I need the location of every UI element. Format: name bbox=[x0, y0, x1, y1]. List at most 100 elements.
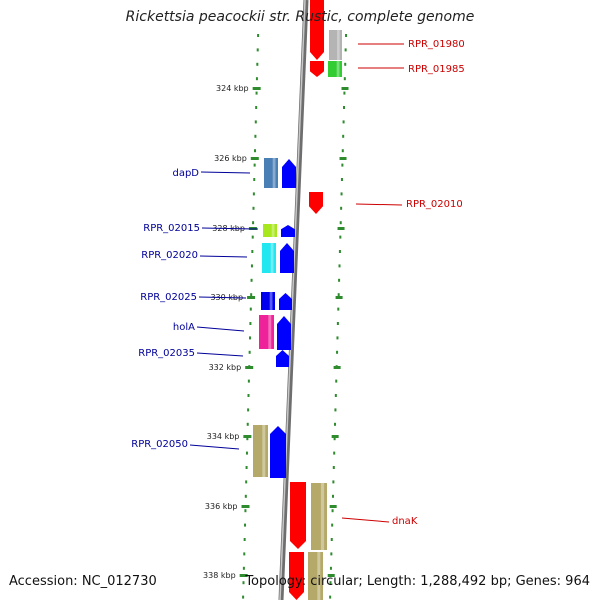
ruler-dot bbox=[341, 163, 344, 167]
cds-arrow bbox=[270, 426, 286, 478]
feature-leader-line bbox=[199, 255, 248, 258]
cds-arrow bbox=[279, 293, 292, 310]
ruler-major-tick bbox=[341, 87, 349, 90]
gene-block-shine bbox=[268, 315, 272, 349]
ruler-major-tick bbox=[243, 435, 252, 438]
ruler-dot bbox=[338, 278, 341, 282]
ruler-dot bbox=[338, 250, 341, 253]
ruler-dot bbox=[251, 250, 254, 253]
ruler-dot bbox=[244, 494, 247, 498]
ruler-dot bbox=[330, 538, 333, 541]
cds-arrow bbox=[310, 61, 324, 77]
ruler-dot bbox=[336, 336, 339, 340]
gene-block-shine bbox=[262, 425, 266, 477]
gene-block bbox=[253, 425, 268, 477]
ruler-label: 334 kbp bbox=[207, 432, 240, 441]
ruler-dot bbox=[332, 466, 335, 469]
ruler-dot bbox=[337, 307, 340, 311]
ruler-dot bbox=[255, 91, 258, 95]
ruler-dot bbox=[345, 34, 348, 37]
feature-leader-line bbox=[200, 171, 251, 174]
feature-label: RPR_01985 bbox=[408, 64, 465, 75]
ruler-dot bbox=[244, 523, 247, 527]
ruler-dot bbox=[253, 178, 256, 181]
ruler-dot bbox=[249, 307, 252, 311]
feature-label: RPR_01980 bbox=[408, 39, 465, 50]
ruler-dot bbox=[247, 379, 250, 383]
gene-block bbox=[263, 224, 277, 237]
ruler-major-tick bbox=[329, 505, 337, 508]
ruler-dot bbox=[342, 134, 345, 138]
ruler-dot bbox=[245, 480, 248, 484]
ruler-dot bbox=[339, 235, 342, 239]
ruler-dot bbox=[335, 379, 338, 383]
ruler-dot bbox=[336, 322, 339, 325]
ruler-dot bbox=[246, 437, 249, 441]
ruler-dot bbox=[256, 62, 259, 66]
ruler-label: 332 kbp bbox=[209, 363, 242, 372]
ruler-dot bbox=[334, 394, 337, 397]
feature-label: dnaK bbox=[392, 516, 418, 527]
ruler-major-tick bbox=[327, 574, 335, 577]
ruler-dot bbox=[340, 192, 343, 196]
gene-block-shine bbox=[269, 292, 273, 310]
ruler-dot bbox=[243, 552, 246, 556]
ruler-major-tick bbox=[331, 435, 339, 438]
feature-leader-line bbox=[198, 296, 247, 299]
ruler-dot bbox=[339, 221, 342, 225]
gene-block bbox=[264, 158, 278, 188]
cds-arrow bbox=[276, 350, 289, 367]
ruler-major-tick bbox=[250, 157, 259, 160]
ruler-dot bbox=[242, 595, 245, 599]
ruler-dot bbox=[247, 408, 250, 412]
feature-label: RPR_02035 bbox=[138, 348, 195, 359]
ruler-dot bbox=[243, 538, 246, 541]
ruler-dot bbox=[246, 422, 249, 426]
feature-label: RPR_02015 bbox=[143, 223, 200, 234]
ruler-dot bbox=[257, 34, 260, 37]
backbone-highlight bbox=[279, 0, 306, 600]
ruler-dot bbox=[334, 408, 337, 412]
ruler-dot bbox=[252, 192, 255, 196]
ruler-dot bbox=[330, 552, 333, 556]
ruler-dot bbox=[332, 480, 335, 484]
ruler-major-tick bbox=[337, 227, 345, 230]
ruler-dot bbox=[336, 350, 339, 354]
ruler-dot bbox=[253, 163, 256, 167]
ruler-dot bbox=[245, 451, 248, 455]
ruler-dot bbox=[249, 336, 252, 340]
ruler-dot bbox=[340, 178, 343, 181]
cds-arrow bbox=[310, 0, 324, 60]
feature-leader-line bbox=[196, 326, 245, 332]
ruler-dot bbox=[244, 509, 247, 513]
ruler-dot bbox=[255, 77, 258, 81]
ruler-dot bbox=[252, 206, 255, 210]
backbone-line bbox=[278, 0, 309, 600]
ruler-label: 326 kbp bbox=[214, 154, 247, 163]
ruler-major-tick bbox=[239, 574, 248, 577]
gene-block-shine bbox=[270, 243, 274, 273]
ruler-dot bbox=[343, 77, 346, 81]
cds-arrow bbox=[280, 243, 294, 273]
ruler-dot bbox=[342, 106, 345, 109]
feature-leader-line bbox=[196, 352, 244, 357]
ruler-dot bbox=[329, 566, 332, 570]
ruler-dot bbox=[341, 149, 344, 153]
ruler-label: 336 kbp bbox=[205, 502, 238, 511]
ruler-dot bbox=[329, 581, 332, 585]
ruler-dot bbox=[250, 293, 253, 297]
gene-block bbox=[328, 61, 342, 77]
ruler-label: 338 kbp bbox=[203, 571, 236, 580]
feature-label: dapD bbox=[172, 168, 199, 179]
cds-arrow bbox=[277, 316, 291, 350]
ruler-dot bbox=[333, 451, 336, 455]
ruler-dot bbox=[329, 595, 332, 599]
feature-label: RPR_02050 bbox=[131, 439, 188, 450]
ruler-dot bbox=[343, 91, 346, 95]
ruler-dot bbox=[250, 278, 253, 282]
gene-block bbox=[329, 30, 342, 60]
ruler-dot bbox=[342, 120, 345, 124]
ruler-dot bbox=[245, 466, 248, 469]
ruler-dot bbox=[254, 149, 257, 153]
